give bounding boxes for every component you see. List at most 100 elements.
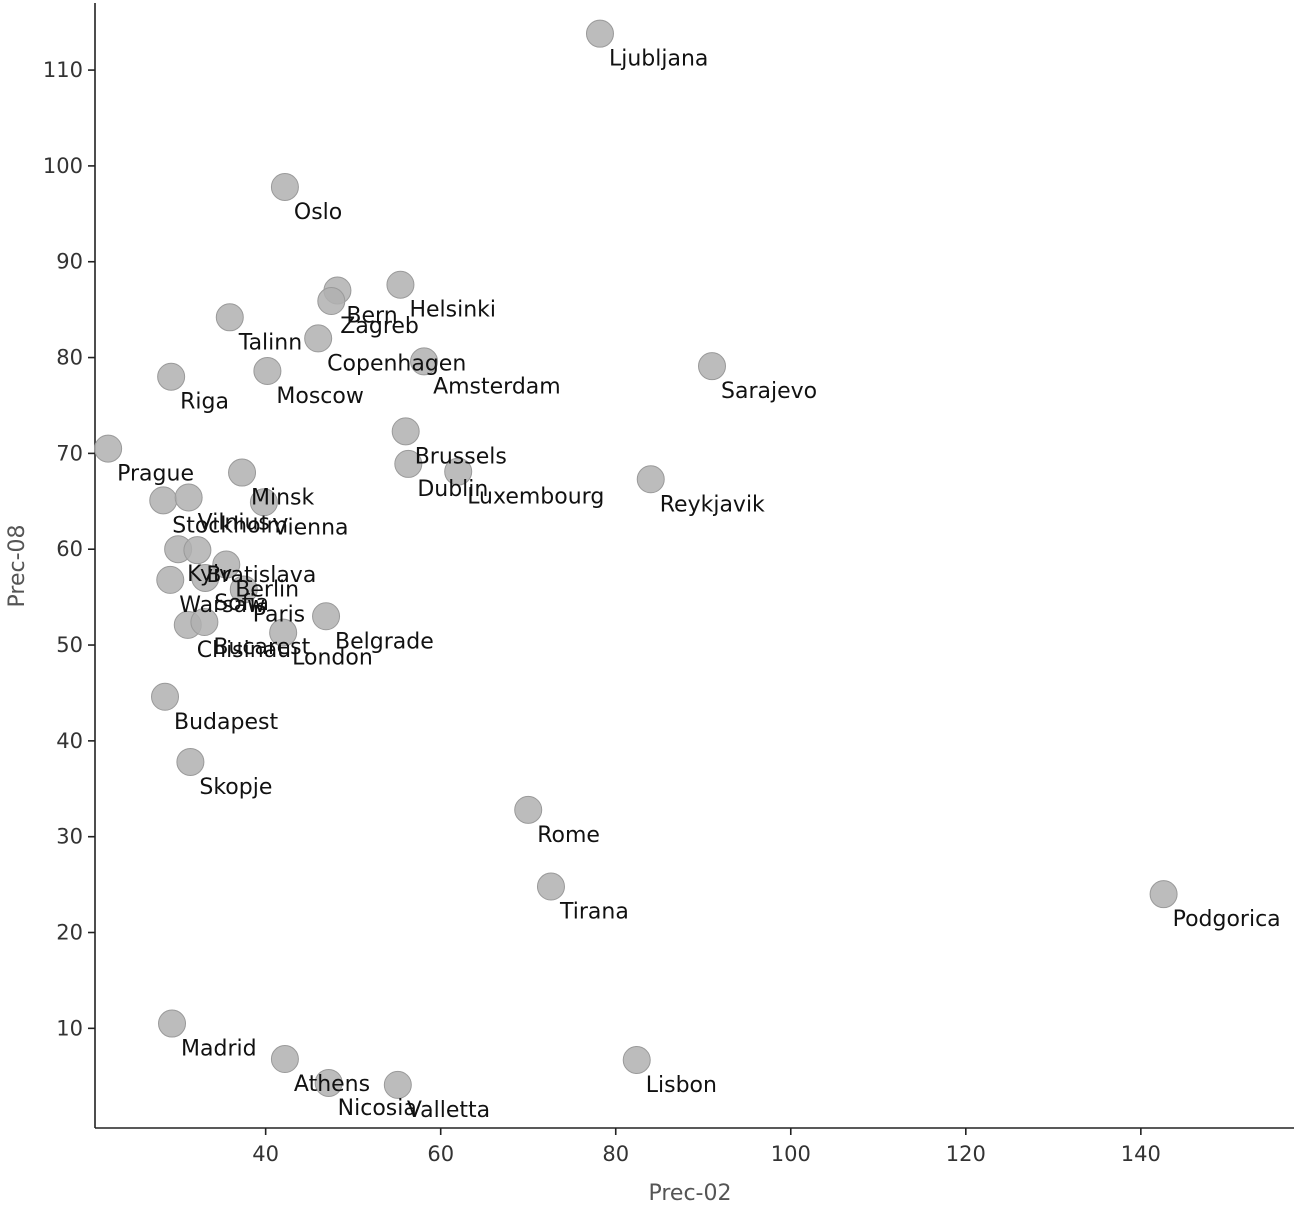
point-label: Moscow	[276, 384, 363, 409]
point-label: Ljubljana	[609, 47, 708, 72]
data-point	[270, 1045, 299, 1074]
point-label: Prague	[117, 462, 194, 487]
y-tick-label: 40	[56, 729, 83, 753]
data-point	[514, 795, 543, 824]
point-label: Talinn	[238, 330, 302, 355]
data-point	[444, 457, 473, 486]
data-point	[157, 362, 186, 391]
x-tick-label: 60	[427, 1142, 454, 1166]
y-tick-label: 100	[43, 154, 83, 178]
point-label: Riga	[180, 390, 229, 415]
data-point	[253, 356, 282, 385]
point-label: Belgrade	[335, 629, 434, 654]
point-label: Tirana	[559, 900, 629, 925]
y-tick-label: 50	[56, 633, 83, 657]
y-tick-label: 70	[56, 441, 83, 465]
point-label: Copenhagen	[327, 351, 466, 376]
data-point	[636, 465, 665, 494]
point-label: Madrid	[181, 1037, 257, 1062]
x-tick-label: 140	[1121, 1142, 1161, 1166]
data-point	[249, 488, 278, 517]
point-label: Oslo	[294, 200, 342, 225]
data-point	[151, 682, 180, 711]
data-point	[536, 872, 565, 901]
data-point	[317, 287, 346, 316]
point-label: London	[292, 646, 373, 671]
data-point	[156, 565, 185, 594]
data-point	[383, 1070, 412, 1099]
data-point	[174, 483, 203, 512]
data-points	[94, 19, 1178, 1099]
data-point	[304, 324, 333, 353]
data-point	[191, 563, 220, 592]
point-label: Sarajevo	[721, 379, 817, 404]
data-point	[149, 486, 178, 515]
point-label: Rome	[537, 823, 600, 848]
point-label: Vienna	[273, 515, 349, 540]
data-point	[158, 1009, 187, 1038]
x-tick-label: 100	[771, 1142, 811, 1166]
point-label: Budapest	[174, 710, 278, 735]
data-point	[270, 172, 299, 201]
data-point	[391, 417, 420, 446]
x-tick-label: 120	[946, 1142, 986, 1166]
data-point	[183, 536, 212, 565]
data-point	[312, 602, 341, 631]
data-point	[176, 747, 205, 776]
data-point	[386, 270, 415, 299]
data-point	[394, 449, 423, 478]
y-tick-label: 30	[56, 825, 83, 849]
y-tick-label: 80	[56, 346, 83, 370]
y-tick-label: 110	[43, 58, 83, 82]
data-point	[212, 550, 241, 579]
data-point	[94, 434, 123, 463]
point-label: Stockholm	[172, 513, 288, 538]
point-label: Luxembourg	[467, 485, 604, 510]
point-label: Athens	[294, 1072, 370, 1097]
data-point	[228, 458, 257, 487]
point-label: Kyiv	[187, 562, 232, 587]
point-label: Amsterdam	[433, 374, 561, 399]
point-label: Bratislava	[206, 563, 316, 588]
data-point	[314, 1068, 343, 1097]
point-label: Brussels	[415, 444, 507, 469]
point-label: Nicosia	[338, 1096, 417, 1121]
data-point	[585, 19, 614, 48]
data-point	[622, 1045, 651, 1074]
y-tick-label: 20	[56, 921, 83, 945]
point-label: Warsaw	[179, 593, 265, 618]
point-label: Minsk	[251, 486, 314, 511]
x-tick-label: 40	[252, 1142, 279, 1166]
x-tick-label: 80	[602, 1142, 629, 1166]
y-tick-label: 90	[56, 250, 83, 274]
data-point	[410, 347, 439, 376]
point-label: Bucarest	[213, 635, 310, 660]
data-point	[269, 618, 298, 647]
point-label: Helsinki	[409, 298, 496, 323]
y-tick-label: 10	[56, 1016, 83, 1040]
data-point	[698, 352, 727, 381]
point-label: Skopje	[199, 775, 272, 800]
x-axis-title: Prec-02	[648, 1181, 731, 1206]
point-label: Valletta	[407, 1098, 490, 1123]
point-label: Chisinau	[197, 638, 291, 663]
point-label: Berlin	[235, 578, 299, 603]
point-label: Zagreb	[340, 314, 419, 339]
point-label: Paris	[253, 602, 305, 627]
point-label: Lisbon	[646, 1073, 717, 1098]
x-ticks: 40 60 80 100 120 140	[252, 1128, 1161, 1166]
data-point	[1149, 880, 1178, 909]
point-label: Dublin	[417, 477, 488, 502]
y-axis-title: Prec-08	[5, 524, 30, 607]
y-tick-label: 60	[56, 537, 83, 561]
data-point	[215, 303, 244, 332]
axes	[94, 3, 1294, 1129]
data-point	[229, 575, 258, 604]
point-label: Podgorica	[1173, 907, 1281, 932]
data-point	[190, 608, 219, 637]
point-label: Vilnius	[198, 510, 270, 535]
point-label: Bern	[346, 303, 397, 328]
point-label: Reykjavik	[660, 492, 765, 517]
y-ticks: 10 20 30 40 50 60 70 80 90 100 110	[43, 58, 95, 1040]
